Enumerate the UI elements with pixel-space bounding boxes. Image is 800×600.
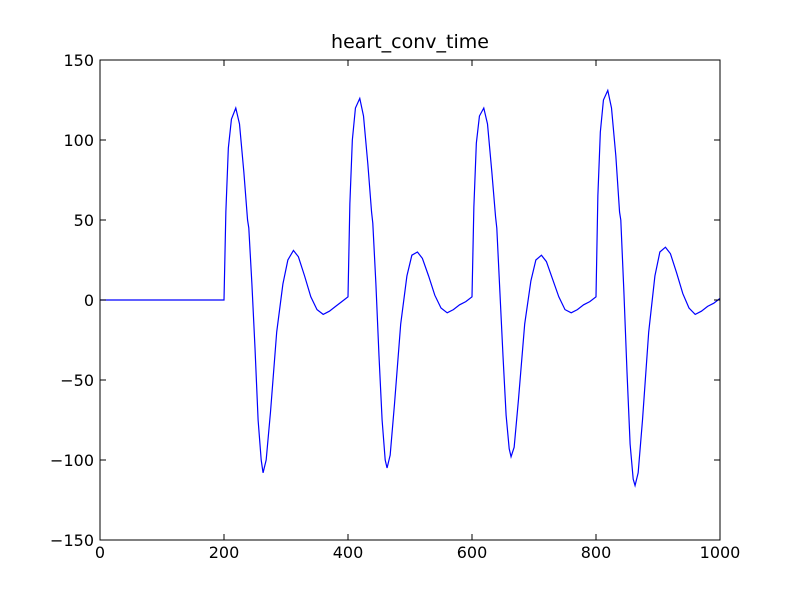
y-tick-label: 0 (84, 291, 94, 310)
y-tick-label: 100 (63, 131, 94, 150)
y-tick-label: −50 (60, 371, 94, 390)
plot-frame (99, 59, 721, 541)
x-tick-label: 200 (209, 543, 240, 562)
data-line (100, 88, 721, 488)
x-tick-label: 600 (457, 543, 488, 562)
x-tick-label: 400 (333, 543, 364, 562)
y-tick-label: −100 (50, 451, 94, 470)
y-tick-label: −150 (50, 531, 94, 550)
x-tick-label: 800 (581, 543, 612, 562)
y-tick-label: 50 (74, 211, 94, 230)
chart-title: heart_conv_time (331, 31, 489, 53)
x-tick-label: 1000 (700, 543, 741, 562)
y-tick-label: 150 (63, 51, 94, 70)
x-tick-label: 0 (95, 543, 105, 562)
